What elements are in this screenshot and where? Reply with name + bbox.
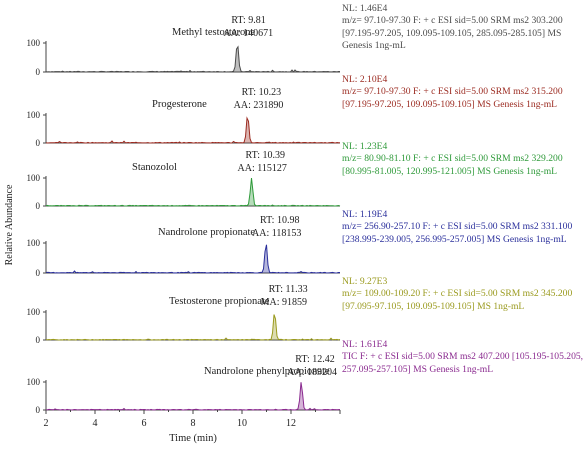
y-tick-label: 100 (27, 38, 41, 48)
scan-filter-text: m/z= 97.10-97.30 F: + c ESI sid=5.00 SRM… (342, 15, 563, 52)
peak-area-label: AA: 189204 (287, 367, 337, 378)
normalization-level: NL: 1.46E4 (342, 3, 388, 14)
scan-filter-text: m/z= 109.00-109.20 F: + c ESI sid=5.00 S… (342, 288, 573, 312)
peak-rt-label: RT: 10.98 (260, 215, 299, 226)
x-tick-label: 10 (237, 418, 247, 429)
peak-area-label: AA: 231890 (234, 100, 284, 111)
scan-info-block: NL: 1.61E4 TIC F: + c ESI sid=5.00 SRM ms… (342, 339, 586, 376)
peak-area-label: AA: 118153 (252, 228, 301, 239)
peak-area (295, 382, 307, 410)
compound-label: Nandrolone phenylpropionate (204, 366, 330, 377)
peak-rt-label: RT: 11.33 (269, 284, 308, 295)
scan-filter-text: m/z= 256.90-257.10 F: + c ESI sid=5.00 S… (342, 221, 573, 245)
x-tick-label: 2 (44, 418, 49, 429)
peak-area-label: AA: 115127 (238, 163, 287, 174)
peak-area (245, 178, 258, 206)
peak-area (268, 314, 282, 340)
chromatogram-trace (45, 45, 341, 73)
peak-area-label: AA: 140671 (223, 28, 273, 39)
y-tick-label: 100 (27, 307, 41, 317)
scan-info-block: NL: 9.27E3 m/z= 109.00-109.20 F: + c ESI … (342, 276, 586, 313)
peak-area (260, 244, 273, 273)
peak-rt-label: RT: 12.42 (295, 354, 334, 365)
y-tick-label: 0 (36, 335, 41, 345)
peak-rt-label: RT: 9.81 (231, 15, 265, 26)
normalization-level: NL: 1.23E4 (342, 141, 388, 152)
x-tick-label: 12 (286, 418, 296, 429)
peak-rt-label: RT: 10.39 (246, 150, 285, 161)
y-tick-label: 0 (36, 67, 41, 77)
normalization-level: NL: 9.27E3 (342, 276, 388, 287)
x-tick-label: 6 (142, 418, 147, 429)
peak-area (230, 46, 244, 72)
normalization-level: NL: 1.61E4 (342, 339, 388, 350)
y-tick-label: 100 (27, 110, 41, 120)
compound-label: Progesterone (152, 99, 207, 110)
peak-rt-label: RT: 10.23 (242, 87, 281, 98)
compound-label: Methyl testosterone (172, 27, 255, 38)
chromatogram-trace (45, 382, 341, 411)
x-axis-title: Time (min) (169, 433, 217, 444)
scan-info-block: NL: 1.46E4 m/z= 97.10-97.30 F: + c ESI si… (342, 3, 586, 53)
chromatogram-trace (45, 116, 341, 144)
compound-label: Testosterone propionate (169, 296, 270, 307)
y-tick-label: 0 (36, 138, 41, 148)
y-tick-label: 0 (36, 201, 41, 211)
scan-info-block: NL: 1.19E4 m/z= 256.90-257.10 F: + c ESI … (342, 209, 586, 246)
compound-label: Stanozolol (132, 162, 177, 173)
y-axis-title: Relative Abundance (4, 184, 15, 265)
y-tick-label: 0 (36, 268, 41, 278)
scan-filter-text: m/z= 97.10-97.30 F: + c ESI sid=5.00 SRM… (342, 86, 563, 110)
peak-area (241, 118, 255, 143)
y-tick-label: 0 (36, 405, 41, 415)
chromatogram-trace (45, 314, 341, 341)
compound-label: Nandrolone propionate (158, 227, 255, 238)
scan-filter-text: TIC F: + c ESI sid=5.00 SRM ms2 407.200 … (342, 351, 584, 375)
y-tick-label: 100 (27, 238, 41, 248)
chromatogram-trace (45, 177, 341, 207)
y-tick-label: 100 (27, 377, 41, 387)
x-tick-label: 8 (191, 418, 196, 429)
scan-info-block: NL: 2.10E4 m/z= 97.10-97.30 F: + c ESI si… (342, 74, 586, 111)
y-tick-label: 100 (27, 173, 41, 183)
peak-area-label: MA: 91859 (261, 297, 307, 308)
scan-filter-text: m/z= 80.90-81.10 F: + c ESI sid=5.00 SRM… (342, 153, 563, 177)
normalization-level: NL: 2.10E4 (342, 74, 388, 85)
normalization-level: NL: 1.19E4 (342, 209, 388, 220)
x-tick-label: 4 (93, 418, 98, 429)
chromatogram-trace (45, 244, 341, 274)
scan-info-block: NL: 1.23E4 m/z= 80.90-81.10 F: + c ESI si… (342, 141, 586, 178)
